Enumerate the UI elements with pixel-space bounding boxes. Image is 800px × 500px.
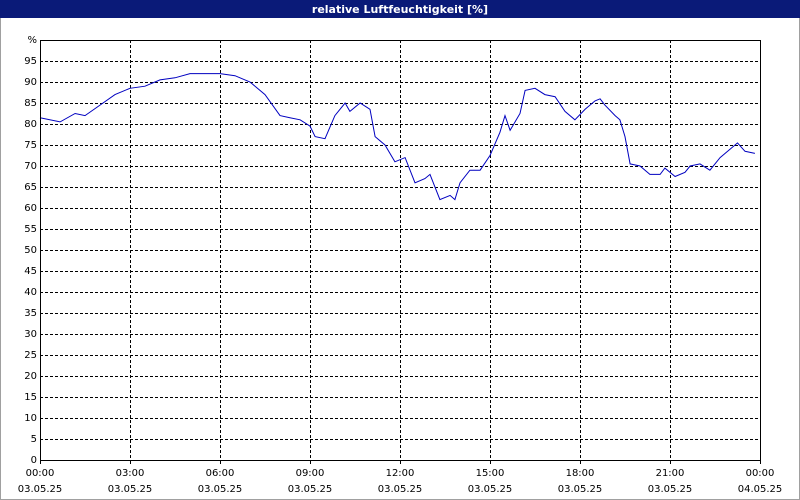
data-line: [39, 73, 756, 201]
y-tick-label: 65: [24, 182, 37, 193]
x-tick-label: 15:00: [476, 468, 505, 479]
plot-border: [40, 40, 761, 461]
y-tick-label: 15: [24, 392, 37, 403]
x-tick-date: 03.05.25: [18, 484, 63, 495]
y-tick-label: 40: [24, 287, 37, 298]
y-tick-label: 85: [24, 98, 37, 109]
x-tick-date: 03.05.25: [468, 484, 513, 495]
y-tick-label: 50: [24, 245, 37, 256]
x-tick-label: 12:00: [386, 468, 415, 479]
y-tick-label: 30: [24, 329, 37, 340]
y-tick-label: 10: [24, 413, 37, 424]
y-tick-label: 0: [31, 455, 37, 466]
x-tick-date: 03.05.25: [108, 484, 153, 495]
x-tick-label: 18:00: [566, 468, 595, 479]
y-tick-label: 55: [24, 224, 37, 235]
x-tick-label: 00:00: [26, 468, 55, 479]
y-tick-label: 35: [24, 308, 37, 319]
y-tick-label: 70: [24, 161, 37, 172]
x-tick-date: 03.05.25: [288, 484, 333, 495]
y-tick-label: 80: [24, 119, 37, 130]
y-tick-label: 25: [24, 350, 37, 361]
x-tick-date: 03.05.25: [378, 484, 423, 495]
x-tick-label: 00:00: [746, 468, 775, 479]
y-tick-label: 60: [24, 203, 37, 214]
x-tick-label: 21:00: [656, 468, 685, 479]
plot-area: 0 5 10 15 20 25 30 35 40 45 50 55 60 65 70 75 80 85 90 95% 0…: [18, 35, 783, 495]
x-tick-date: 03.05.25: [558, 484, 603, 495]
y-tick-label: %: [27, 35, 37, 46]
y-tick-label: 20: [24, 371, 37, 382]
x-tick-label: 09:00: [296, 468, 325, 479]
x-tick-label: 06:00: [206, 468, 235, 479]
y-tick-label: 95: [24, 56, 37, 67]
x-tick-date: 03.05.25: [648, 484, 693, 495]
chart-title: relative Luftfeuchtigkeit [%]: [312, 3, 488, 16]
x-tick-date: 04.05.25: [738, 484, 783, 495]
x-tick-date: 03.05.25: [198, 484, 243, 495]
y-tick-label: 45: [24, 266, 37, 277]
title-bar: [0, 0, 800, 18]
y-tick-label: 5: [31, 434, 37, 445]
x-tick-label: 03:00: [116, 468, 145, 479]
y-tick-label: 75: [24, 140, 37, 151]
y-tick-label: 90: [24, 77, 37, 88]
